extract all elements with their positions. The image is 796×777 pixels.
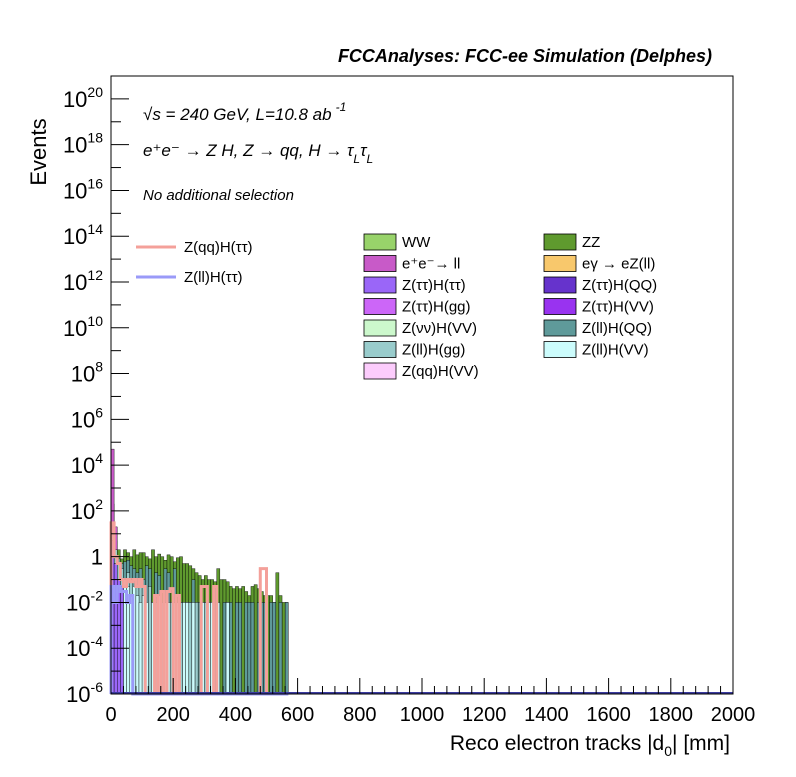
y-tick-label: 10-6 [66,679,103,707]
legend-signal-label: Z(qq)H(ττ) [184,239,253,256]
x-tick-label: 400 [219,704,252,726]
legend-bkg-swatch [363,255,397,272]
y-axis-title: Events [26,118,51,185]
legend-bkg-label: eγ → eZ(ll) [582,256,655,273]
bar [228,602,233,695]
x-tick-label: 600 [281,704,314,726]
legend-bkg-swatch [543,276,577,294]
x-axis-title: Reco electron tracks |d0| [mm] [450,732,730,759]
y-tick-label: 106 [71,404,103,432]
y-tick-label: 1018 [63,130,103,158]
legend-bkg-swatch [543,319,577,337]
y-tick-label: 10-4 [66,633,103,661]
y-tick-label: 1016 [63,175,103,203]
legend-bkg-label: Z(ll)H(VV) [582,342,649,359]
bar [253,584,258,695]
bar [182,602,186,695]
bar [219,579,224,695]
bar [250,602,255,695]
legend-signal: Z(qq)H(ττ) Z(ll)H(ττ) [136,239,253,286]
legend-bkg-swatch [543,298,577,315]
y-tick-label: 104 [71,450,103,478]
bar [135,595,140,695]
bar [191,602,196,695]
legend-bkg-swatch [543,233,577,251]
bar [222,602,227,695]
legend-bkg-swatch [363,233,397,251]
chart-title: FCCAnalyses: FCC-ee Simulation (Delphes) [338,46,712,66]
legend-bkg-swatch [543,341,577,358]
bar [138,602,143,695]
bar [188,602,193,695]
legend-bkg-label: WW [402,234,431,251]
legend-bkg-label: Z(ll)H(QQ) [582,320,652,337]
bar [278,602,283,695]
bar [284,602,289,695]
legend-bkg-label: Z(ττ)H(QQ) [582,277,657,294]
legend-bkg-swatch [363,276,397,294]
legend-bkg-label: Z(ττ)H(VV) [582,299,654,316]
y-tick-label: 10-2 [66,587,103,615]
bar [281,602,286,695]
bar [238,602,242,695]
legend-bkg-swatch [363,319,397,337]
legend-bkg-label: e⁺e⁻→ ll [402,256,460,273]
x-tick-label: 1200 [462,704,507,726]
x-tick-label: 200 [157,704,190,726]
y-tick-label: 1020 [63,84,103,112]
legend-background: WW ZZ e⁺e⁻→ ll eγ → eZ(ll) Z(ττ)H(ττ) Z(ττ)H(… [363,233,657,380]
bar [247,602,252,695]
x-tick-label: 1000 [400,704,445,726]
bar [275,572,280,695]
bar [269,602,273,695]
y-tick-label: 1010 [63,313,103,341]
legend-bkg-label: Z(νν)H(VV) [402,320,477,337]
x-tick-label: 1400 [524,704,569,726]
x-axis: 0 200 400 600 800 1000 1200 1400 1600 1800 2000 [105,678,755,726]
legend-bkg-label: Z(ττ)H(gg) [402,299,471,316]
x-tick-label: 0 [105,704,116,726]
legend-bkg-swatch [363,341,397,358]
legend-signal-label: Z(ll)H(ττ) [184,269,243,286]
bar [241,586,245,695]
legend-bkg-label: Z(ll)H(gg) [402,342,465,359]
y-axis: 10-6 10-4 10-2 1 102 104 106 108 1010 1012 1014 101… [63,75,129,707]
x-tick-label: 1800 [649,704,694,726]
legend-bkg-label: ZZ [582,234,600,251]
y-tick-label: 1014 [63,221,103,249]
y-tick-label: 1 [91,545,103,570]
bar [148,586,152,695]
y-tick-label: 108 [71,359,103,387]
legend-bkg-swatch [363,298,397,315]
y-tick-label: 102 [71,496,103,524]
x-tick-label: 800 [343,704,376,726]
bar [244,602,249,695]
x-tick-label: 2000 [711,704,756,726]
bar [113,563,118,695]
annotation-energy-lumi: √s = 240 GeV, L=10.8 ab -1 [143,100,346,124]
legend-bkg-swatch [543,255,577,272]
legend-bkg-label: Z(ττ)H(ττ) [402,277,466,294]
bar [194,602,199,695]
legend-bkg-swatch [363,362,397,380]
y-tick-label: 1012 [63,267,103,295]
legend-bkg-label: Z(qq)H(VV) [402,363,479,380]
annotation-selection: No additional selection [143,187,294,204]
bar [185,602,189,695]
bar [272,602,277,695]
bar [225,602,230,695]
annotation-process: e⁺e⁻ → Z H, Z → qq, H → τLτL [143,141,373,166]
x-tick-label: 1600 [586,704,631,726]
